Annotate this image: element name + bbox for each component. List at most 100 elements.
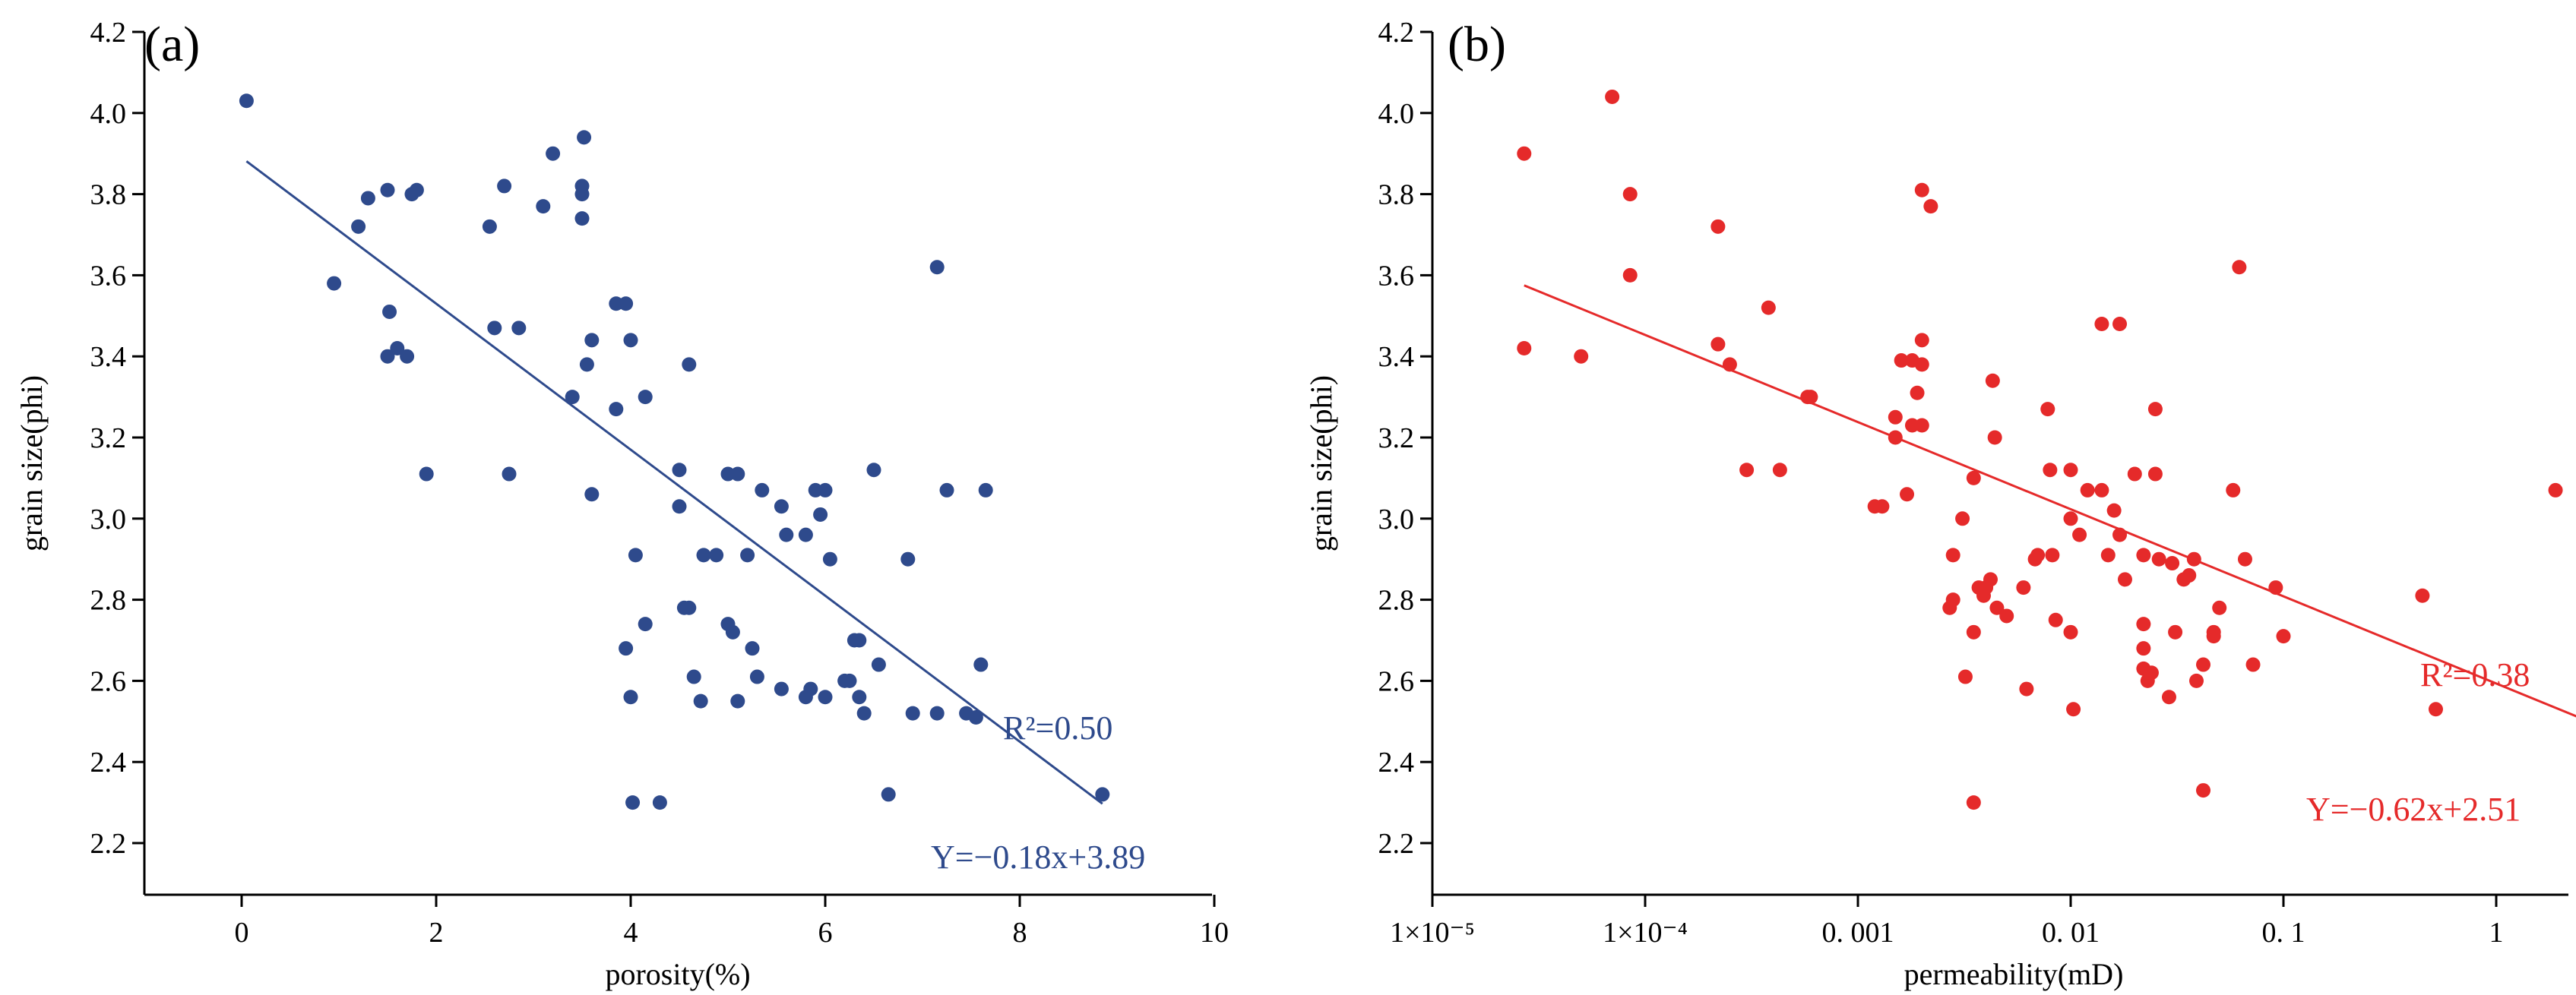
panel-a-x-tick-label: 10 [1200, 917, 1229, 949]
panel-b-data-point [1923, 199, 1938, 214]
panel-a-data-point [327, 276, 342, 291]
panel-b-data-point [2016, 580, 2031, 595]
panel-a-data-point [856, 706, 872, 721]
panel-a-y-tick-label: 2.6 [90, 665, 127, 697]
panel-a-data-point [609, 402, 624, 417]
panel-b-data-point [1605, 89, 1620, 104]
panel-a-data-point [852, 633, 867, 648]
panel-b-data-points [1517, 89, 2563, 810]
panel-a-data-point [584, 333, 600, 348]
panel-b-y-tick-label: 3.6 [1378, 260, 1415, 292]
panel-a-y-tick-label: 3.2 [90, 422, 127, 454]
panel-a-data-point [818, 482, 833, 498]
panel-b-data-point [1894, 353, 1909, 368]
panel-b-data-point [2186, 551, 2201, 567]
panel-a-data-point [682, 357, 697, 372]
panel-b-data-point [2094, 482, 2109, 498]
panel-b-scatter-plot: (b) 1×10⁻⁵ 1×10⁻⁴ 0. 001 0. 01 0. 1 1 2.2 2.4 2.… [1304, 17, 2576, 991]
panel-a-y-tick-label: 4.0 [90, 98, 127, 130]
panel-a-data-point [929, 706, 945, 721]
panel-a-data-point [579, 357, 594, 372]
panel-b-data-point [2136, 617, 2151, 632]
panel-b-data-point [2045, 548, 2060, 563]
panel-b-y-tick-label: 3.4 [1378, 341, 1415, 373]
panel-a-data-point [881, 787, 896, 802]
panel-b-y-tick-label: 2.6 [1378, 665, 1415, 697]
panel-a-data-point [360, 191, 375, 206]
panel-b-data-point [1983, 572, 1998, 587]
panel-a-fit-line-group [245, 160, 1103, 805]
panel-a-data-point [672, 463, 687, 478]
panel-a-data-point [511, 321, 527, 336]
panel-b-equation-annotation: Y=−0.62x+2.51 [2306, 791, 2521, 828]
panel-a-data-point [638, 617, 653, 632]
panel-b-data-point [2043, 463, 2058, 478]
panel-a-data-point [351, 219, 366, 234]
panel-b-data-point [2063, 463, 2078, 478]
panel-b-data-point [2268, 580, 2283, 595]
panel-b-data-point [2276, 629, 2291, 644]
panel-b-data-point [2168, 624, 2183, 640]
panel-b-data-point [2196, 783, 2211, 798]
panel-a-data-point [400, 349, 415, 364]
panel-b-data-point [2151, 551, 2166, 567]
panel-a-data-point [696, 548, 711, 563]
panel-a-y-tick-label: 3.8 [90, 179, 127, 211]
panel-b-data-point [2232, 260, 2247, 275]
panel-a-data-point [419, 466, 434, 482]
panel-b-data-point [1914, 333, 1929, 348]
panel-a-data-point [730, 693, 745, 709]
panel-a-data-point [628, 548, 643, 563]
panel-a-x-tick-label: 0 [235, 917, 249, 949]
panel-a-data-point [565, 390, 580, 405]
panel-a-y-tick-label: 2.2 [90, 828, 127, 860]
panel-b-y-tick-label: 2.4 [1378, 747, 1415, 779]
panel-a-data-point [871, 657, 886, 672]
panel-a-y-tick-label: 2.8 [90, 585, 127, 617]
panel-a-data-point [693, 693, 708, 709]
panel-b-data-point [1517, 341, 1532, 356]
panel-b-data-point [2144, 665, 2159, 681]
panel-b-fit-line [1524, 284, 2576, 718]
panel-a-data-point [973, 657, 989, 672]
panel-a-y-tick-label: 3.0 [90, 504, 127, 535]
panel-b-ticks: 1×10⁻⁵ 1×10⁻⁴ 0. 001 0. 01 0. 1 1 2.2 2.4 2.6 2.8… [1378, 17, 2504, 949]
panel-a-scatter-plot: (a) 0 2 4 6 8 10 2.2 2.4 2.6 2.8 3.0 3.2 3.4 3.6 3.8 4.… [14, 17, 1229, 991]
panel-b-data-point [1914, 418, 1929, 433]
panel-a-data-point [749, 669, 764, 684]
panel-b-data-point [2106, 503, 2122, 518]
panel-b-data-point [2206, 629, 2221, 644]
panel-b-data-point [1722, 357, 1737, 372]
panel-b-data-point [2165, 556, 2180, 571]
panel-a-data-point [798, 527, 813, 542]
panel-a-data-point [774, 499, 789, 514]
panel-b-data-point [2147, 466, 2163, 482]
panel-a-data-point [929, 260, 945, 275]
panel-a-fit-line [245, 160, 1103, 805]
panel-a-data-point [1095, 787, 1110, 802]
panel-b-y-tick-label: 3.0 [1378, 504, 1415, 535]
panel-a-data-point [813, 507, 828, 522]
panel-b-data-point [1945, 548, 1960, 563]
panel-a-data-point [822, 551, 837, 567]
panel-b-y-tick-label: 2.8 [1378, 585, 1415, 617]
panel-b-data-point [1888, 409, 1903, 425]
panel-a-data-point [740, 548, 755, 563]
panel-a-data-point [619, 641, 634, 656]
panel-b-data-point [1966, 795, 1981, 810]
panel-b-data-point [1900, 487, 1915, 502]
panel-b-x-axis-title: permeability(mD) [1904, 957, 2124, 991]
panel-b-data-point [1574, 349, 1589, 364]
panel-a-data-point [497, 178, 512, 194]
panel-a-data-point [686, 669, 701, 684]
panel-a-data-point [623, 333, 638, 348]
panel-a-x-tick-label: 6 [818, 917, 833, 949]
panel-a-data-point [623, 690, 638, 705]
panel-a-x-tick-label: 2 [429, 917, 444, 949]
panel-a-y-axis-title: grain size(phi) [14, 375, 49, 551]
panel-b-data-point [1875, 499, 1890, 514]
panel-b-data-point [2226, 482, 2241, 498]
panel-a-data-point [638, 390, 653, 405]
panel-b-data-point [2100, 548, 2116, 563]
panel-b-x-tick-label: 1×10⁻⁵ [1390, 917, 1475, 949]
